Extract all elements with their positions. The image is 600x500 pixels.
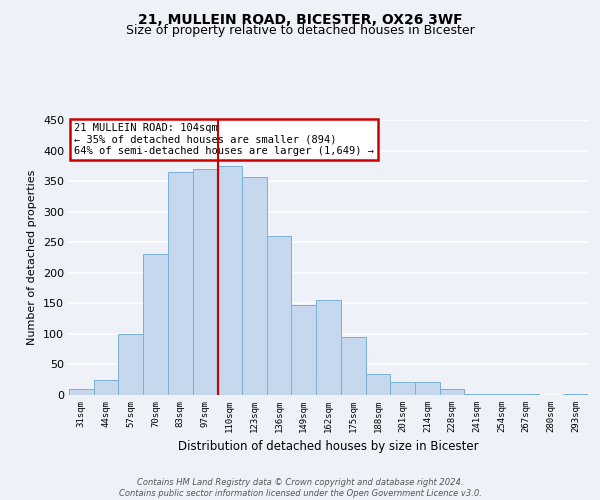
Bar	[242, 177, 267, 395]
Bar	[390, 382, 415, 395]
Bar	[563, 394, 588, 395]
Bar	[193, 169, 217, 395]
X-axis label: Distribution of detached houses by size in Bicester: Distribution of detached houses by size …	[178, 440, 479, 454]
Bar	[292, 304, 316, 395]
Bar	[267, 236, 292, 395]
Bar	[69, 389, 94, 395]
Bar	[415, 382, 440, 395]
Text: Size of property relative to detached houses in Bicester: Size of property relative to detached ho…	[125, 24, 475, 37]
Bar	[464, 394, 489, 395]
Bar	[143, 254, 168, 395]
Text: 21, MULLEIN ROAD, BICESTER, OX26 3WF: 21, MULLEIN ROAD, BICESTER, OX26 3WF	[137, 12, 463, 26]
Bar	[365, 374, 390, 395]
Bar	[217, 166, 242, 395]
Bar	[118, 334, 143, 395]
Bar	[341, 337, 365, 395]
Bar	[94, 380, 118, 395]
Y-axis label: Number of detached properties: Number of detached properties	[28, 170, 37, 345]
Bar	[168, 172, 193, 395]
Bar	[440, 389, 464, 395]
Text: 21 MULLEIN ROAD: 104sqm
← 35% of detached houses are smaller (894)
64% of semi-d: 21 MULLEIN ROAD: 104sqm ← 35% of detache…	[74, 122, 374, 156]
Text: Contains HM Land Registry data © Crown copyright and database right 2024.
Contai: Contains HM Land Registry data © Crown c…	[119, 478, 481, 498]
Bar	[316, 300, 341, 395]
Bar	[514, 394, 539, 395]
Bar	[489, 394, 514, 395]
